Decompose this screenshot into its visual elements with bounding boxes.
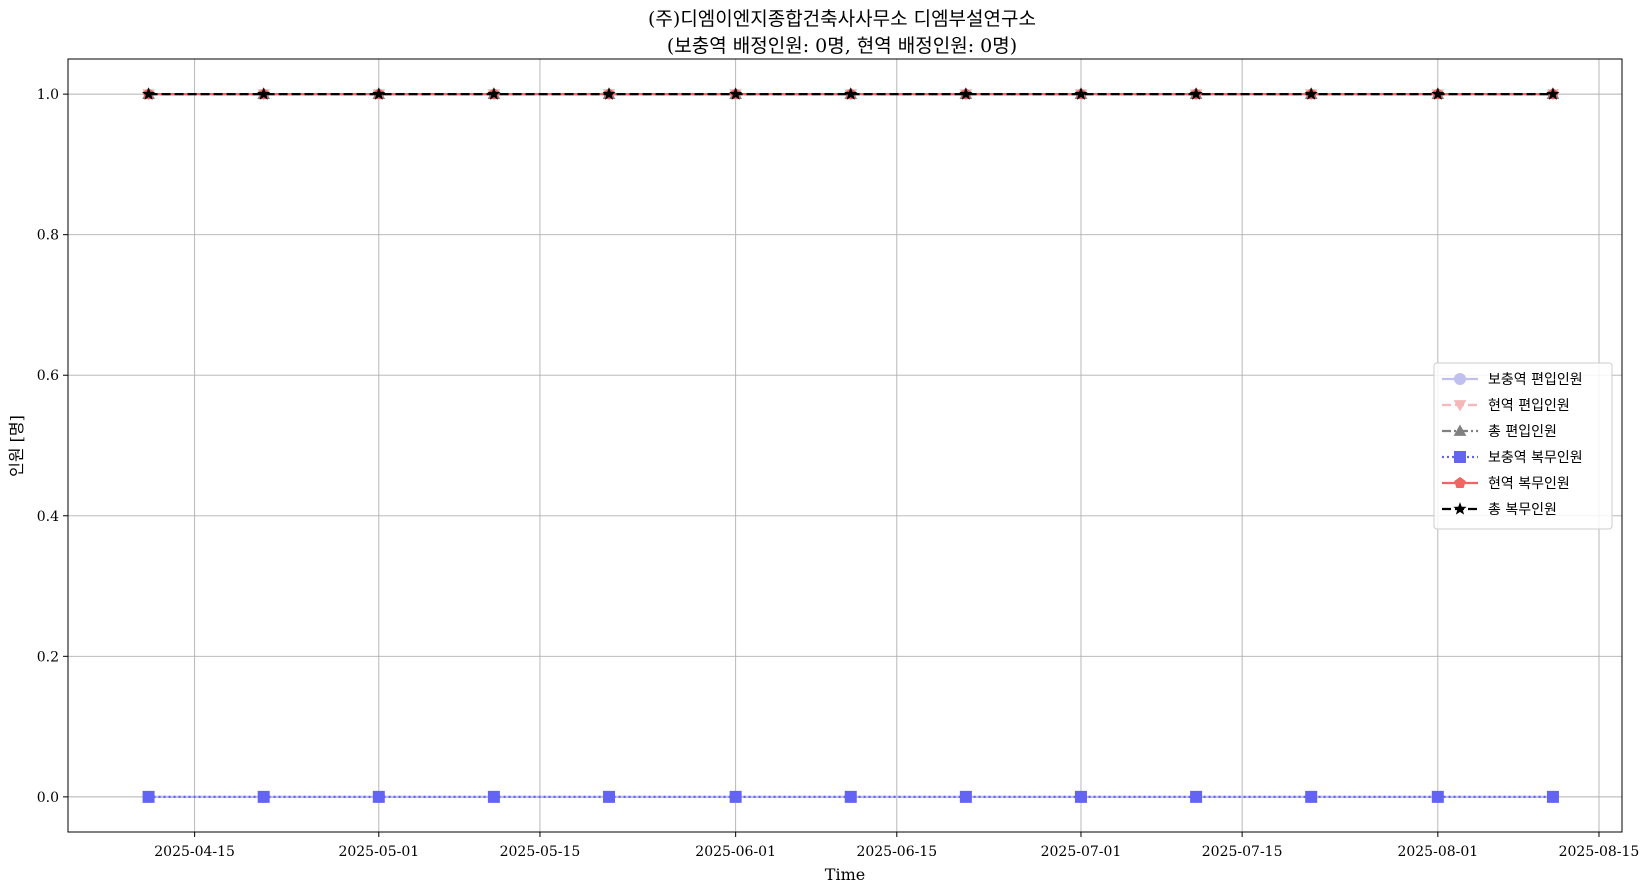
y-tick-label: 0.2 <box>37 649 59 665</box>
legend-item: 보충역 편입인원 <box>1442 372 1583 388</box>
legend-marker <box>1453 400 1467 412</box>
x-tick-label: 2025-08-01 <box>1397 844 1478 860</box>
data-point <box>257 87 271 100</box>
data-point <box>844 87 858 100</box>
legend-label: 현역 편입인원 <box>1488 398 1570 414</box>
data-point <box>1074 790 1087 803</box>
x-tick-label: 2025-05-01 <box>338 844 419 860</box>
legend-marker <box>1453 502 1467 515</box>
y-tick-label: 0.8 <box>37 228 59 244</box>
data-point <box>1431 790 1444 803</box>
chart-title: (주)디엠이엔지종합건축사사무소 디엠부설연구소 <box>648 8 1036 30</box>
legend-marker <box>1454 451 1466 463</box>
x-tick-label: 2025-08-15 <box>1559 844 1640 860</box>
x-axis: 2025-04-15 2025-05-01 2025-05-15 2025-06-01… <box>154 832 1639 860</box>
legend-item: 현역 복무인원 <box>1442 476 1570 492</box>
legend-label: 총 편입인원 <box>1488 424 1557 440</box>
grid <box>68 59 1622 832</box>
plot-area <box>67 58 1623 833</box>
x-tick-label: 2025-05-15 <box>500 844 581 860</box>
series-6 <box>141 87 1560 100</box>
data-point <box>729 790 742 803</box>
data-point <box>487 790 500 803</box>
x-tick-label: 2025-04-15 <box>154 844 235 860</box>
series-4 <box>142 790 1559 803</box>
legend-marker <box>1454 476 1466 488</box>
legend-box <box>1433 362 1613 530</box>
y-tick-label: 0.4 <box>37 509 59 525</box>
legend-marker <box>1453 424 1467 436</box>
data-point <box>959 790 972 803</box>
data-point <box>1190 790 1203 803</box>
legend-item: 총 복무인원 <box>1442 502 1557 518</box>
y-axis-label: 인원 [명] <box>7 415 26 477</box>
data-point <box>602 87 616 100</box>
x-tick-label: 2025-06-01 <box>695 844 776 860</box>
data-point <box>487 87 501 100</box>
legend-item: 현역 편입인원 <box>1442 398 1570 414</box>
x-tick-label: 2025-07-15 <box>1202 844 1283 860</box>
chart-subtitle: (보충역 배정인원: 0명, 현역 배정인원: 0명) <box>667 35 1017 57</box>
data-point <box>141 87 156 100</box>
data-point <box>142 790 155 803</box>
y-tick-label: 1.0 <box>37 87 59 103</box>
x-tick-label: 2025-07-01 <box>1041 844 1122 860</box>
data-point <box>1431 87 1445 100</box>
data-point <box>1074 87 1088 100</box>
y-axis: 0.0 0.2 0.4 0.6 0.8 1.0 <box>37 87 68 806</box>
legend-label: 총 복무인원 <box>1488 502 1557 518</box>
data-point <box>1189 87 1203 100</box>
legend-item: 총 편입인원 <box>1442 424 1557 440</box>
y-tick-label: 0.0 <box>37 790 59 806</box>
legend-marker <box>1454 373 1466 385</box>
data-point <box>844 790 857 803</box>
data-point <box>729 87 743 100</box>
legend-label: 현역 복무인원 <box>1488 476 1570 492</box>
legend-label: 보충역 복무인원 <box>1488 450 1583 466</box>
x-tick-label: 2025-06-15 <box>856 844 937 860</box>
series-layer <box>141 87 1560 803</box>
legend-label: 보충역 편입인원 <box>1488 372 1583 388</box>
data-point <box>372 87 386 100</box>
data-point <box>372 790 385 803</box>
data-point <box>1546 790 1559 803</box>
data-point <box>257 790 270 803</box>
data-point <box>603 790 616 803</box>
data-point <box>1305 790 1318 803</box>
data-point <box>1546 87 1560 100</box>
data-point <box>1304 87 1318 100</box>
x-axis-label: Time <box>825 865 865 884</box>
y-tick-label: 0.6 <box>37 368 59 384</box>
legend-item: 보충역 복무인원 <box>1442 450 1583 466</box>
data-point <box>959 87 973 100</box>
